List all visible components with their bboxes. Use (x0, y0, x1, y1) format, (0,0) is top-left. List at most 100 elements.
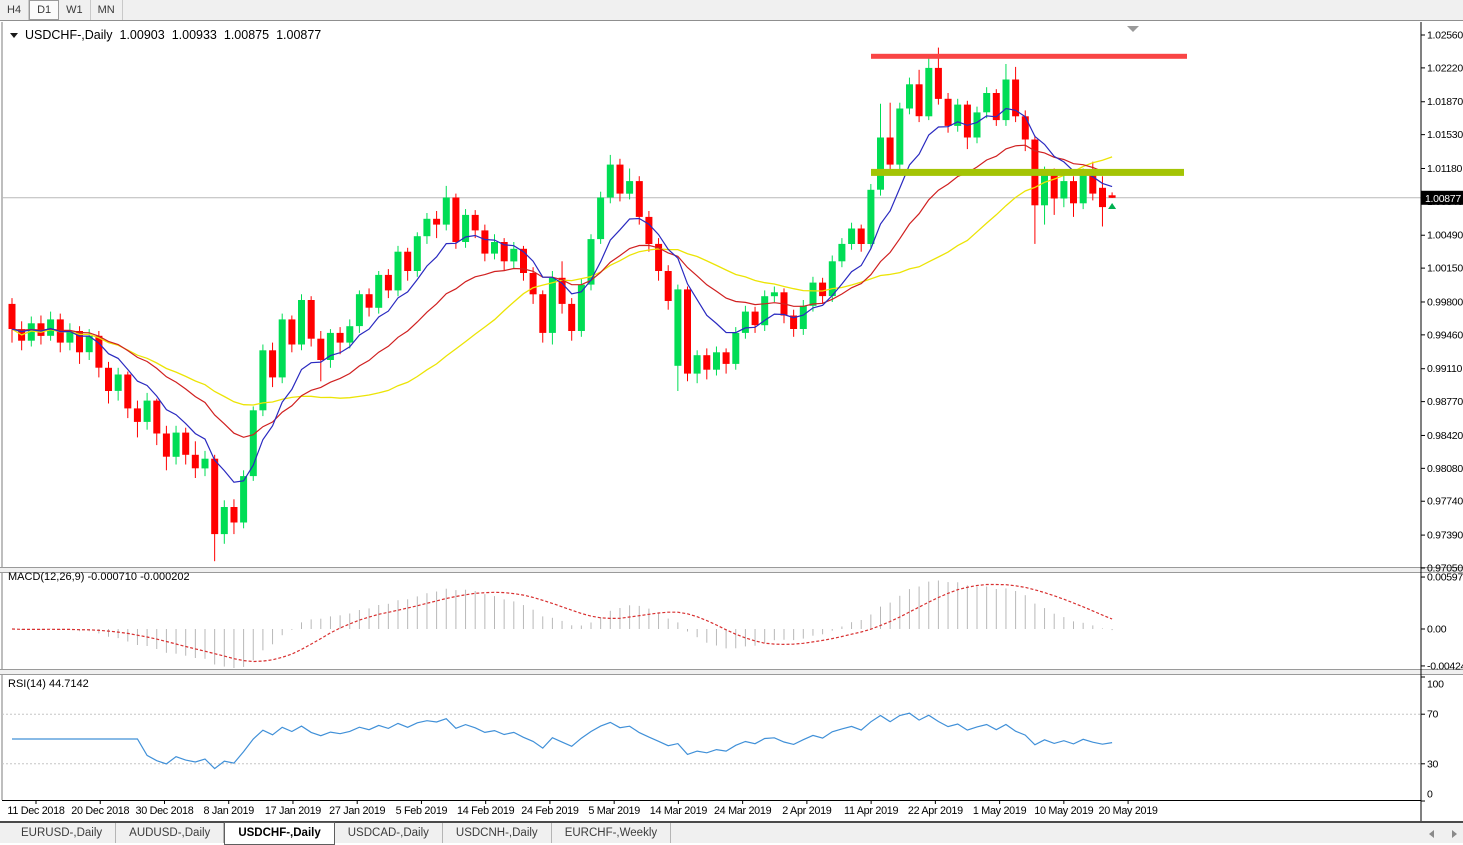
candle-body (385, 275, 392, 291)
candle-body (356, 294, 363, 326)
candle-body (95, 336, 102, 368)
chart-tab-eurusd[interactable]: EURUSD-,Daily (8, 823, 116, 843)
candle-body (211, 459, 218, 534)
chart-tab-audusd[interactable]: AUDUSD-,Daily (116, 823, 224, 843)
candle-body (819, 283, 826, 297)
candle-body (838, 244, 845, 261)
tab-scroll-left-icon[interactable] (1429, 830, 1434, 838)
candle-body (568, 304, 575, 331)
candle-body (1109, 195, 1116, 198)
candle-body (279, 319, 286, 377)
candle-body (443, 198, 450, 225)
rsi-axis-label: 70 (1427, 709, 1439, 721)
timeframe-button-mn[interactable]: MN (91, 0, 123, 20)
candle-body (1070, 181, 1077, 203)
candle-body (752, 312, 759, 326)
date-axis-label: 20 Dec 2018 (71, 805, 129, 817)
ohlc-close: 1.00877 (276, 28, 321, 42)
date-axis-label: 1 May 2019 (973, 805, 1027, 817)
chart-title: USDCHF-,Daily 1.00903 1.00933 1.00875 1.… (10, 28, 321, 42)
candle-body (182, 433, 189, 455)
rsi-indicator-label: RSI(14) 44.7142 (8, 678, 89, 690)
candle-body (346, 326, 353, 342)
date-axis-label: 24 Mar 2019 (714, 805, 772, 817)
candle-body (163, 434, 170, 457)
date-axis-label: 11 Apr 2019 (844, 805, 898, 817)
candle-body (481, 230, 488, 253)
price-axis-label: 0.99800 (1427, 296, 1463, 308)
candle-body (192, 455, 199, 469)
date-axis-label: 17 Jan 2019 (265, 805, 321, 817)
candle-body (626, 181, 633, 194)
candle-body (221, 507, 228, 534)
timeframe-button-h4[interactable]: H4 (0, 0, 29, 20)
date-axis-label: 2 Apr 2019 (782, 805, 832, 817)
resistance-line[interactable] (871, 54, 1187, 59)
date-axis-label: 30 Dec 2018 (136, 805, 194, 817)
candle-body (452, 198, 459, 243)
candle-body (375, 275, 382, 308)
support-line[interactable] (871, 169, 1184, 176)
candle-body (945, 99, 952, 126)
date-axis-label: 24 Feb 2019 (521, 805, 579, 817)
candle-body (173, 433, 180, 457)
price-axis-label: 1.01180 (1427, 163, 1463, 175)
candle-body (684, 289, 691, 373)
candle-body (491, 242, 498, 254)
date-axis-label: 14 Feb 2019 (457, 805, 515, 817)
chart-tab-usdchf[interactable]: USDCHF-,Daily (224, 822, 334, 845)
price-axis-label: 1.01870 (1427, 96, 1463, 108)
rsi-axis-label: 100 (1427, 679, 1444, 691)
price-axis-label: 1.00490 (1427, 230, 1463, 242)
candle-body (1060, 181, 1067, 198)
rsi-axis-label: 0 (1427, 789, 1433, 801)
candle-body (800, 306, 807, 329)
candle-body (974, 112, 981, 137)
macd-axis-label: -0.004243 (1427, 660, 1463, 672)
price-chart-canvas[interactable]: 1.025601.022201.018701.015301.011801.008… (0, 22, 1463, 821)
candle-body (1080, 174, 1087, 203)
price-axis-label: 1.02220 (1427, 62, 1463, 74)
candle-body (433, 219, 440, 225)
timeframe-button-w1[interactable]: W1 (59, 0, 91, 20)
candle-body (423, 219, 430, 236)
pane-separator-macd-rsi[interactable] (0, 670, 1463, 675)
price-axis-label: 0.98080 (1427, 463, 1463, 475)
timeframe-button-d1[interactable]: D1 (29, 0, 59, 20)
price-axis-label: 0.99110 (1427, 363, 1463, 375)
chart-tab-usdcad[interactable]: USDCAD-,Daily (335, 823, 443, 843)
candle-body (9, 304, 16, 329)
date-axis-label: 10 May 2019 (1034, 805, 1093, 817)
rsi-axis-label: 30 (1427, 758, 1439, 770)
pane-separator-price-macd[interactable] (0, 568, 1463, 573)
price-axis-label: 0.97740 (1427, 496, 1463, 508)
candle-body (916, 84, 923, 116)
candle-body (337, 333, 344, 343)
candle-body (674, 289, 681, 365)
tab-scroll-right-icon[interactable] (1452, 830, 1457, 838)
chart-background[interactable] (0, 22, 1463, 821)
candle-body (906, 84, 913, 108)
chart-tab-usdcnh[interactable]: USDCNH-,Daily (443, 823, 552, 843)
candle-body (259, 350, 266, 410)
chart-tab-eurchf[interactable]: EURCHF-,Weekly (552, 823, 671, 843)
candle-body (153, 401, 160, 434)
candle-body (395, 252, 402, 291)
candle-body (1041, 172, 1048, 205)
chart-menu-icon[interactable] (10, 33, 18, 38)
candle-body (645, 217, 652, 244)
candle-body (877, 138, 884, 190)
candle-body (1022, 116, 1029, 139)
price-axis-label: 1.01530 (1427, 129, 1463, 141)
date-axis-label: 20 May 2019 (1099, 805, 1158, 817)
candle-body (414, 236, 421, 271)
date-axis-label: 5 Mar 2019 (588, 805, 640, 817)
candle-body (308, 300, 315, 339)
candle-body (935, 68, 942, 99)
candle-body (771, 292, 778, 296)
date-axis-label: 22 Apr 2019 (908, 805, 963, 817)
candle-body (636, 181, 643, 217)
candle-body (530, 273, 537, 294)
candle-body (298, 300, 305, 345)
